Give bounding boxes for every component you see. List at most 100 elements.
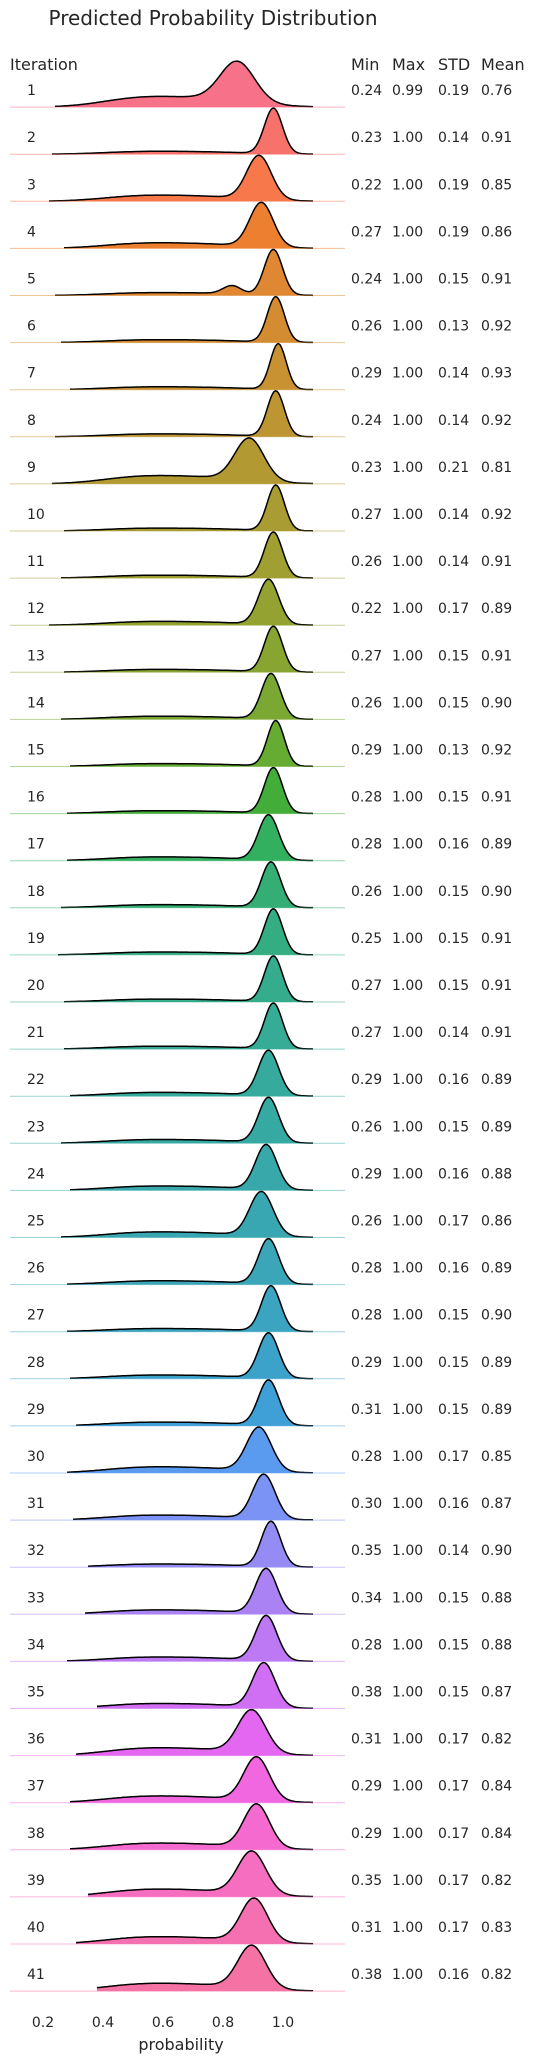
stat-std-28: 0.15 bbox=[438, 1355, 469, 1371]
stat-min-39: 0.35 bbox=[351, 1873, 382, 1889]
iteration-label: 37 bbox=[27, 1779, 45, 1795]
stat-min-12: 0.22 bbox=[351, 601, 382, 617]
stat-mean-23: 0.89 bbox=[481, 1119, 512, 1135]
ridge-outline-36 bbox=[75, 1708, 313, 1756]
iteration-label: 11 bbox=[27, 554, 45, 570]
stat-mean-41: 0.82 bbox=[481, 1967, 512, 1983]
stat-max-32: 1.00 bbox=[392, 1543, 423, 1559]
stat-max-17: 1.00 bbox=[392, 837, 423, 853]
stat-min-10: 0.27 bbox=[351, 507, 382, 523]
ridge-fill-36 bbox=[76, 1709, 313, 1756]
stat-mean-33: 0.88 bbox=[481, 1590, 512, 1606]
header-min: Min bbox=[351, 55, 379, 74]
stat-mean-20: 0.91 bbox=[481, 978, 512, 994]
stat-mean-2: 0.91 bbox=[481, 130, 512, 146]
stat-std-3: 0.19 bbox=[438, 177, 469, 193]
ridge-fill-40 bbox=[76, 1898, 313, 1944]
iteration-label: 19 bbox=[27, 931, 45, 947]
ridge-fill-14 bbox=[61, 673, 313, 720]
iteration-label: 16 bbox=[27, 790, 45, 806]
ridge-fill-9 bbox=[52, 437, 313, 484]
ridge-outline-9 bbox=[51, 437, 313, 485]
stat-max-16: 1.00 bbox=[392, 790, 423, 806]
iteration-label: 36 bbox=[27, 1732, 45, 1748]
stat-mean-1: 0.76 bbox=[481, 83, 512, 99]
stat-mean-5: 0.91 bbox=[481, 272, 512, 288]
stat-mean-35: 0.87 bbox=[481, 1685, 512, 1701]
stat-mean-29: 0.89 bbox=[481, 1402, 512, 1418]
x-tick-label: 0.6 bbox=[152, 2015, 174, 2031]
stat-min-27: 0.28 bbox=[351, 1308, 382, 1324]
stat-max-14: 1.00 bbox=[392, 695, 423, 711]
stat-std-29: 0.15 bbox=[438, 1402, 469, 1418]
ridge-outline-8 bbox=[55, 389, 314, 438]
ridge-outline-24 bbox=[70, 1143, 313, 1191]
stat-std-7: 0.14 bbox=[438, 366, 469, 382]
stat-max-6: 1.00 bbox=[392, 319, 423, 335]
stat-mean-13: 0.91 bbox=[481, 648, 512, 664]
stat-max-7: 1.00 bbox=[392, 366, 423, 382]
stat-min-21: 0.27 bbox=[351, 1025, 382, 1041]
stat-min-18: 0.26 bbox=[351, 884, 382, 900]
stat-max-15: 1.00 bbox=[392, 743, 423, 759]
stat-max-4: 1.00 bbox=[392, 224, 423, 240]
stat-mean-15: 0.92 bbox=[481, 743, 512, 759]
ridge-fill-16 bbox=[67, 767, 313, 814]
ridge-fill-18 bbox=[61, 861, 313, 908]
iteration-label: 15 bbox=[27, 743, 45, 759]
ridge-outline-15 bbox=[69, 719, 314, 768]
iteration-label: 30 bbox=[27, 1449, 45, 1465]
ridge-fill-17 bbox=[67, 814, 313, 861]
stat-mean-3: 0.85 bbox=[481, 177, 512, 193]
stat-max-28: 1.00 bbox=[392, 1355, 423, 1371]
iteration-label: 8 bbox=[27, 413, 36, 429]
stat-mean-36: 0.82 bbox=[481, 1732, 512, 1748]
stat-min-23: 0.26 bbox=[351, 1119, 382, 1135]
stat-std-20: 0.15 bbox=[438, 978, 469, 994]
stat-mean-17: 0.89 bbox=[481, 837, 512, 853]
iteration-label: 28 bbox=[27, 1355, 45, 1371]
iteration-label: 10 bbox=[27, 507, 45, 523]
ridge-fill-22 bbox=[70, 1050, 313, 1097]
stat-max-22: 1.00 bbox=[392, 1072, 423, 1088]
ridge-outline-31 bbox=[73, 1473, 314, 1521]
x-tick-label: 1.0 bbox=[272, 2015, 294, 2031]
stat-max-10: 1.00 bbox=[392, 507, 423, 523]
stat-std-1: 0.19 bbox=[438, 83, 469, 99]
ridge-outline-10 bbox=[64, 484, 314, 532]
iteration-label: 12 bbox=[27, 601, 45, 617]
stat-max-33: 1.00 bbox=[392, 1590, 423, 1606]
stat-max-2: 1.00 bbox=[392, 130, 423, 146]
ridge-fill-33 bbox=[85, 1568, 313, 1615]
stat-std-15: 0.13 bbox=[438, 743, 469, 759]
ridge-outline-25 bbox=[60, 1190, 313, 1238]
stat-mean-6: 0.92 bbox=[481, 319, 512, 335]
stat-std-25: 0.17 bbox=[438, 1214, 469, 1230]
stat-max-21: 1.00 bbox=[392, 1025, 423, 1041]
ridge-outline-28 bbox=[70, 1332, 313, 1380]
stat-min-35: 0.38 bbox=[351, 1685, 382, 1701]
ridge-outline-4 bbox=[63, 201, 313, 249]
stat-mean-32: 0.90 bbox=[481, 1543, 512, 1559]
ridge-outline-40 bbox=[75, 1897, 314, 1945]
iteration-label: 2 bbox=[27, 130, 36, 146]
iteration-label: 29 bbox=[27, 1402, 45, 1418]
ridge-outline-32 bbox=[87, 1520, 313, 1568]
ridge-outline-38 bbox=[69, 1803, 313, 1851]
ridge-fill-15 bbox=[70, 720, 313, 767]
stat-max-39: 1.00 bbox=[392, 1873, 423, 1889]
ridge-fill-6 bbox=[61, 296, 313, 343]
stat-mean-22: 0.89 bbox=[481, 1072, 512, 1088]
ridge-outline-26 bbox=[67, 1237, 313, 1286]
iteration-label: 22 bbox=[27, 1072, 45, 1088]
ridge-fill-1 bbox=[55, 61, 313, 108]
stat-min-4: 0.27 bbox=[351, 224, 382, 240]
ridge-fill-5 bbox=[55, 249, 313, 296]
stat-max-3: 1.00 bbox=[392, 177, 423, 193]
stat-mean-26: 0.89 bbox=[481, 1261, 512, 1277]
stat-std-10: 0.14 bbox=[438, 507, 469, 523]
x-axis: 0.2 0.4 0.6 0.8 1.0 probability bbox=[32, 2015, 294, 2054]
iteration-label: 7 bbox=[27, 366, 36, 382]
stat-min-13: 0.27 bbox=[351, 648, 382, 664]
stat-max-19: 1.00 bbox=[392, 931, 423, 947]
